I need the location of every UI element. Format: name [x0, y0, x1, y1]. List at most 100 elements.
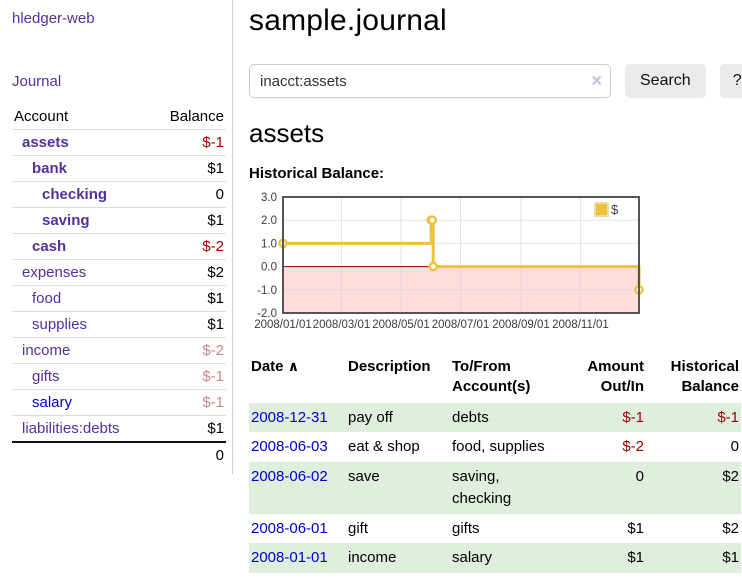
transaction-row: 2008-01-01 income salary $1 $1 [249, 543, 741, 573]
transaction-description: eat & shop [348, 438, 420, 456]
column-header-balance: Historical Balance [670, 358, 739, 396]
transaction-date-link[interactable]: 2008-12-31 [251, 408, 328, 426]
account-balance: $-2 [202, 342, 224, 359]
account-balance: $-1 [202, 394, 224, 411]
column-header-date[interactable]: Date ∧ [251, 358, 300, 375]
account-balance: $1 [207, 160, 224, 177]
account-balance: $-2 [202, 238, 224, 255]
account-link-gifts[interactable]: gifts [32, 368, 60, 385]
account-link-salary[interactable]: salary [32, 394, 73, 411]
register-table: Date ∧ Description To/From Account(s) Am… [249, 354, 741, 573]
transaction-description: income [348, 549, 397, 567]
sort-asc-icon: ∧ [287, 358, 300, 374]
transaction-row: 2008-06-03 eat & shop food, supplies $-2… [249, 432, 741, 462]
account-row: expenses $2 [12, 260, 226, 286]
historical-balance-chart: 3.0 2.0 1.0 0.0 -1.0 -2.0 2008/01/01 2008/03/01… [249, 192, 742, 340]
account-row: bank $1 [12, 156, 226, 182]
search-form: × Search ? [249, 64, 742, 98]
transaction-amount: $-1 [622, 408, 644, 426]
svg-text:-1.0: -1.0 [257, 285, 277, 297]
column-header-description: Description [348, 358, 431, 375]
svg-text:2008/07/01: 2008/07/01 [432, 319, 490, 331]
account-row: cash $-2 [12, 234, 226, 260]
data-point [428, 261, 439, 272]
account-row: income $-2 [12, 338, 226, 364]
account-link-bank[interactable]: bank [32, 160, 68, 177]
search-button[interactable]: Search [625, 64, 706, 98]
transaction-amount: $1 [627, 519, 644, 537]
account-balance: 0 [215, 186, 224, 203]
svg-text:2008/03/01: 2008/03/01 [313, 319, 371, 331]
transaction-balance: 0 [730, 438, 739, 456]
account-link-saving[interactable]: saving [42, 212, 90, 229]
transaction-amount: $1 [627, 549, 644, 567]
account-balance: $1 [207, 290, 224, 307]
svg-text:-2.0: -2.0 [257, 308, 277, 320]
transaction-description: gift [348, 519, 369, 537]
transaction-balance: $2 [722, 519, 739, 537]
account-link-income[interactable]: income [22, 342, 71, 359]
transaction-accounts: saving, checking [452, 468, 512, 507]
account-row: liabilities:debts $1 [12, 416, 226, 442]
main-content: sample.journal × Search ? assets Histori… [233, 0, 742, 573]
account-row: salary $-1 [12, 390, 226, 416]
search-help-button[interactable]: ? [719, 64, 742, 98]
svg-text:2008/09/01: 2008/09/01 [492, 319, 550, 331]
transaction-accounts: debts [452, 408, 489, 426]
account-row: saving $1 [12, 208, 226, 234]
account-link-cash[interactable]: cash [32, 238, 67, 255]
clear-search-icon[interactable]: × [591, 70, 602, 91]
svg-text:3.0: 3.0 [261, 192, 277, 204]
account-row: food $1 [12, 286, 226, 312]
svg-text:0.0: 0.0 [261, 262, 277, 274]
transaction-date-link[interactable]: 2008-06-02 [251, 468, 328, 485]
accounts-header-balance: Balance [169, 108, 224, 125]
account-link-assets[interactable]: assets [22, 134, 69, 151]
sidebar-item-journal[interactable]: Journal [12, 73, 62, 90]
account-balance: $-1 [202, 134, 224, 151]
account-balance: $1 [207, 316, 224, 333]
transaction-row: 2008-06-02 save saving, checking 0 $2 [249, 462, 741, 514]
search-input[interactable] [249, 64, 611, 98]
account-row: assets $-1 [12, 130, 226, 156]
transaction-date-link[interactable]: 2008-01-01 [251, 549, 328, 567]
account-link-checking[interactable]: checking [42, 186, 108, 203]
account-balance: $-1 [202, 368, 224, 385]
transaction-amount: $-2 [622, 438, 644, 456]
account-link-liabilities-debts[interactable]: liabilities:debts [22, 420, 120, 437]
transaction-balance: $1 [722, 549, 739, 567]
sidebar: hledger-web Journal Account Balance asse… [0, 0, 233, 474]
column-header-accounts: To/From Account(s) [452, 358, 531, 396]
account-link-food[interactable]: food [32, 290, 62, 307]
legend-label: $ [611, 202, 619, 217]
accounts-header-account: Account [14, 108, 69, 125]
legend-swatch [594, 202, 609, 217]
svg-text:1.0: 1.0 [261, 238, 277, 250]
accounts-table: Account Balance assets $-1 bank $1 check… [12, 104, 226, 468]
register-header-row: Date ∧ Description To/From Account(s) Am… [249, 354, 741, 403]
svg-text:2008/11/01: 2008/11/01 [552, 319, 609, 331]
data-point [427, 215, 438, 226]
account-heading: assets [249, 118, 325, 148]
transaction-date-link[interactable]: 2008-06-01 [251, 519, 328, 537]
transaction-date-link[interactable]: 2008-06-03 [251, 438, 328, 456]
accounts-total-row: 0 [12, 442, 226, 468]
accounts-header-row: Account Balance [12, 104, 226, 130]
transaction-amount: 0 [635, 468, 644, 485]
transaction-description: pay off [348, 408, 393, 426]
column-header-amount: Amount Out/In [587, 358, 644, 396]
account-link-supplies[interactable]: supplies [32, 316, 88, 333]
account-row: supplies $1 [12, 312, 226, 338]
account-link-expenses[interactable]: expenses [22, 264, 87, 281]
svg-text:2008/05/01: 2008/05/01 [372, 319, 430, 331]
transaction-row: 2008-06-01 gift gifts $1 $2 [249, 514, 741, 544]
transaction-accounts: salary [452, 549, 493, 567]
svg-text:2008/01/01: 2008/01/01 [254, 319, 312, 331]
transaction-row: 2008-12-31 pay off debts $-1 $-1 [249, 402, 741, 433]
account-row: gifts $-1 [12, 364, 226, 390]
chart-label: Historical Balance: [249, 165, 385, 182]
account-balance: $1 [207, 212, 224, 229]
app-brand-link[interactable]: hledger-web [12, 10, 95, 27]
transaction-accounts: gifts [452, 519, 480, 537]
